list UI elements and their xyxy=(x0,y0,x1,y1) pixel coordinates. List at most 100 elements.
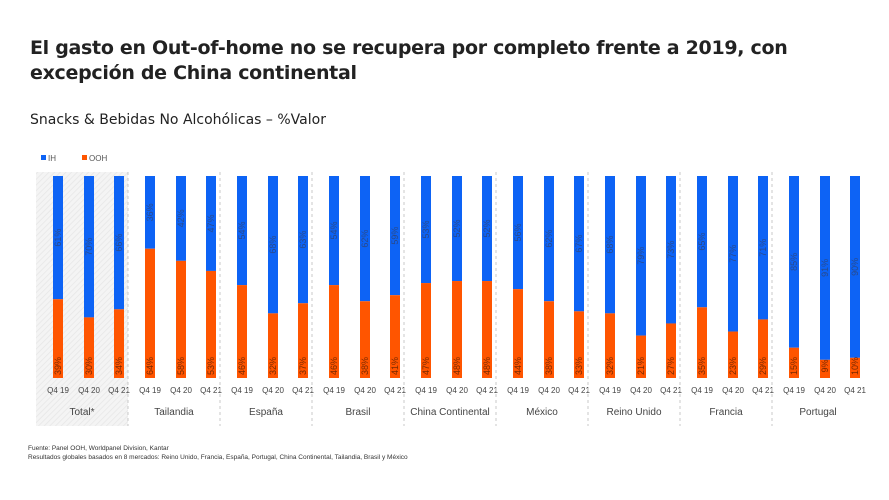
data-label-ooh: 29% xyxy=(758,357,768,375)
data-label-ih: 66% xyxy=(114,234,124,252)
data-label-ooh: 27% xyxy=(666,357,676,375)
bar-ih xyxy=(605,176,615,314)
tick-label: Q4 19 xyxy=(415,386,437,395)
legend-label-ih: IH xyxy=(48,154,56,163)
bar-ooh xyxy=(605,313,615,378)
tick-label: Q4 21 xyxy=(844,386,866,395)
tick-label: Q4 21 xyxy=(292,386,314,395)
data-label-ih: 63% xyxy=(298,231,308,249)
bar-ooh xyxy=(84,317,94,378)
data-label-ih: 59% xyxy=(390,227,400,245)
data-label-ih: 85% xyxy=(789,253,799,271)
bar-ih xyxy=(360,176,370,302)
data-label-ooh: 34% xyxy=(114,357,124,375)
data-label-ih: 77% xyxy=(728,245,738,263)
tick-label: Q4 19 xyxy=(47,386,69,395)
bar-ooh xyxy=(298,303,308,378)
data-label-ih: 61% xyxy=(53,229,63,247)
tick-label: Q4 21 xyxy=(200,386,222,395)
data-label-ih: 68% xyxy=(605,236,615,254)
tick-label: Q4 21 xyxy=(476,386,498,395)
tick-label: Q4 19 xyxy=(231,386,253,395)
bar-ooh xyxy=(728,331,738,378)
data-label-ih: 67% xyxy=(574,235,584,253)
tick-label: Q4 20 xyxy=(630,386,652,395)
bar-ooh xyxy=(452,281,462,378)
bar-ooh xyxy=(544,301,554,378)
bar-ooh xyxy=(758,319,768,378)
bar-ih xyxy=(574,176,584,312)
tick-label: Q4 19 xyxy=(323,386,345,395)
group-label: Total* xyxy=(69,407,94,418)
data-label-ih: 54% xyxy=(237,222,247,240)
bar-ooh xyxy=(329,285,339,378)
bar-ooh xyxy=(850,357,860,378)
data-label-ih: 91% xyxy=(820,259,830,277)
bar-ih xyxy=(176,176,186,261)
data-label-ooh: 46% xyxy=(237,357,247,375)
bar-ih xyxy=(53,176,63,300)
tick-label: Q4 21 xyxy=(568,386,590,395)
data-label-ih: 68% xyxy=(268,236,278,254)
group-label: España xyxy=(249,407,283,418)
data-label-ooh: 46% xyxy=(329,357,339,375)
data-label-ih: 47% xyxy=(206,214,216,232)
data-label-ooh: 64% xyxy=(145,357,155,375)
bar-ih xyxy=(329,176,339,286)
bar-ooh xyxy=(390,295,400,378)
bar-ih xyxy=(850,176,860,358)
bar-ih xyxy=(482,176,492,282)
bar-ih xyxy=(145,176,155,249)
data-label-ooh: 32% xyxy=(268,357,278,375)
data-label-ih: 70% xyxy=(84,238,94,256)
tick-label: Q4 19 xyxy=(139,386,161,395)
data-label-ih: 62% xyxy=(544,230,554,248)
data-label-ooh: 38% xyxy=(544,357,554,375)
bar-ooh xyxy=(176,260,186,378)
bar-ih xyxy=(452,176,462,282)
data-label-ih: 36% xyxy=(145,203,155,221)
chart-title: El gasto en Out-of-home no se recupera p… xyxy=(30,37,788,84)
data-label-ooh: 23% xyxy=(728,357,738,375)
data-label-ih: 65% xyxy=(697,233,707,251)
group-label: Brasil xyxy=(345,407,370,418)
bar-ih xyxy=(268,176,278,314)
bar-ooh xyxy=(145,248,155,378)
bar-ih xyxy=(820,176,830,360)
bar-ooh xyxy=(636,335,646,378)
data-label-ooh: 38% xyxy=(360,357,370,375)
tick-label: Q4 21 xyxy=(752,386,774,395)
legend-label-ooh: OOH xyxy=(89,154,107,163)
data-label-ooh: 30% xyxy=(84,357,94,375)
data-label-ooh: 10% xyxy=(850,357,860,375)
data-label-ih: 79% xyxy=(636,247,646,265)
bar-ih xyxy=(789,176,799,348)
data-label-ooh: 48% xyxy=(452,357,462,375)
tick-label: Q4 21 xyxy=(660,386,682,395)
tick-label: Q4 20 xyxy=(262,386,284,395)
bar-ooh xyxy=(360,301,370,378)
tick-label: Q4 21 xyxy=(384,386,406,395)
data-label-ooh: 35% xyxy=(697,357,707,375)
bar-ooh xyxy=(820,359,830,378)
bar-ooh xyxy=(482,281,492,378)
bar-ooh xyxy=(206,270,216,378)
data-label-ooh: 47% xyxy=(421,357,431,375)
bar-ih xyxy=(728,176,738,332)
tick-label: Q4 19 xyxy=(783,386,805,395)
tick-label: Q4 21 xyxy=(108,386,130,395)
data-label-ih: 52% xyxy=(482,220,492,238)
total-highlight-background xyxy=(36,172,128,426)
data-label-ih: 73% xyxy=(666,241,676,259)
data-label-ih: 53% xyxy=(421,221,431,239)
data-label-ooh: 9% xyxy=(820,359,830,372)
bar-ih xyxy=(758,176,768,320)
bar-ih xyxy=(390,176,400,296)
bar-ih xyxy=(421,176,431,284)
tick-label: Q4 20 xyxy=(446,386,468,395)
data-label-ooh: 58% xyxy=(176,357,186,375)
group-label: Francia xyxy=(709,407,743,418)
legend-swatch-ih xyxy=(41,155,46,160)
data-label-ooh: 48% xyxy=(482,357,492,375)
